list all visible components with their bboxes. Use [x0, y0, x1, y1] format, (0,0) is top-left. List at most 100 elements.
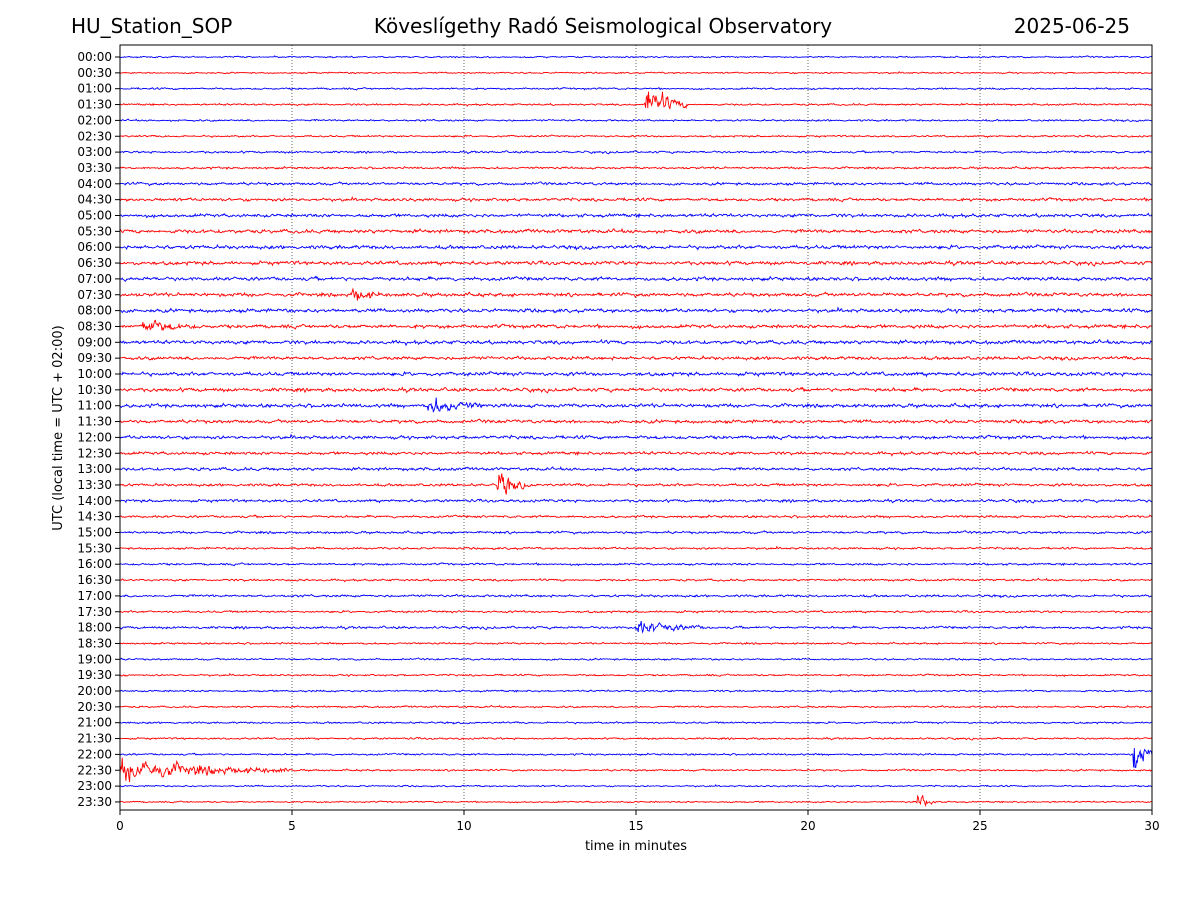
y-tick-label: 20:30 [77, 700, 112, 714]
trace-1800 [119, 621, 1153, 634]
plot-date: 2025-06-25 [1013, 14, 1130, 38]
trace-1900 [119, 657, 1153, 661]
x-tick-label: 20 [800, 819, 815, 833]
y-tick-label: 06:30 [77, 256, 112, 270]
trace-1430 [119, 514, 1153, 519]
trace-1100 [119, 397, 1153, 413]
y-tick-label: 06:00 [77, 240, 112, 254]
x-tick-label: 30 [1144, 819, 1159, 833]
y-tick-label: 10:30 [77, 383, 112, 397]
trace-2200 [119, 747, 1153, 768]
y-tick-label: 22:00 [77, 747, 112, 761]
y-tick-label: 04:00 [77, 177, 112, 191]
y-tick-label: 09:00 [77, 335, 112, 349]
trace-1130 [119, 418, 1153, 425]
trace-1200 [119, 433, 1153, 441]
trace-0700 [119, 275, 1153, 283]
trace-0830 [119, 319, 1153, 331]
grid-lines [291, 45, 981, 810]
trace-1730 [119, 609, 1153, 614]
trace-1400 [119, 498, 1153, 504]
x-tick-label: 5 [288, 819, 296, 833]
trace-1000 [120, 370, 1153, 378]
trace-1500 [119, 530, 1153, 535]
trace-0130 [119, 91, 1153, 110]
y-tick-label: 01:00 [77, 82, 112, 96]
trace-1300 [119, 465, 1153, 472]
y-tick-label: 15:00 [77, 526, 112, 540]
y-tick-label: 19:00 [77, 652, 112, 666]
trace-1330 [119, 473, 1153, 495]
y-tick-label: 12:30 [77, 446, 112, 460]
y-tick-label: 11:30 [77, 415, 112, 429]
y-tick-label: 02:30 [77, 129, 112, 143]
trace-2100 [119, 720, 1153, 725]
y-tick-label: 15:30 [77, 541, 112, 555]
trace-1230 [119, 450, 1153, 457]
x-axis-label: time in minutes [585, 839, 687, 854]
y-tick-label: 18:00 [77, 621, 112, 635]
y-tick-label: 05:00 [77, 209, 112, 223]
y-tick-label: 07:30 [77, 288, 112, 302]
y-tick-label: 19:30 [77, 668, 112, 682]
trace-1830 [119, 641, 1153, 646]
y-tick-label: 04:30 [77, 193, 112, 207]
trace-0730 [119, 287, 1153, 301]
y-tick-label: 08:30 [77, 319, 112, 333]
trace-0500 [119, 212, 1153, 220]
y-tick-label: 22:30 [77, 763, 112, 777]
y-tick-label: 23:30 [77, 795, 112, 809]
trace-0900 [119, 338, 1153, 347]
x-axis: 0 5 10 15 20 25 30 [116, 810, 1160, 833]
trace-0400 [119, 181, 1153, 187]
seismic-traces [119, 55, 1153, 808]
y-tick-label: 17:30 [77, 605, 112, 619]
trace-2130 [119, 736, 1153, 741]
y-tick-label: 14:30 [77, 510, 112, 524]
x-tick-label: 0 [116, 819, 124, 833]
y-tick-label: 10:00 [77, 367, 112, 381]
trace-0030 [120, 70, 1153, 75]
y-tick-label: 08:00 [77, 304, 112, 318]
trace-1930 [119, 672, 1153, 678]
trace-0230 [119, 134, 1153, 139]
y-tick-label: 09:30 [77, 351, 112, 365]
y-tick-label: 05:30 [77, 224, 112, 238]
y-tick-label: 02:00 [77, 113, 112, 127]
y-tick-label: 12:00 [77, 430, 112, 444]
y-tick-label: 07:00 [77, 272, 112, 286]
y-tick-label: 17:00 [77, 589, 112, 603]
trace-0330 [119, 165, 1153, 170]
y-tick-label: 00:00 [77, 50, 112, 64]
trace-1600 [120, 562, 1153, 567]
y-tick-label: 03:30 [77, 161, 112, 175]
trace-0430 [119, 196, 1153, 203]
y-tick-label: 13:30 [77, 478, 112, 492]
y-tick-label: 13:00 [77, 462, 112, 476]
y-tick-label: 20:00 [77, 684, 112, 698]
x-tick-label: 15 [628, 819, 643, 833]
trace-1630 [119, 577, 1153, 583]
trace-0200 [119, 118, 1153, 123]
y-tick-label: 16:30 [77, 573, 112, 587]
y-tick-label: 11:00 [77, 399, 112, 413]
y-tick-label: 14:00 [77, 494, 112, 508]
trace-2230 [119, 757, 1153, 783]
trace-2300 [119, 784, 1153, 788]
trace-2030 [119, 704, 1153, 709]
trace-0930 [119, 355, 1153, 362]
trace-2330 [119, 794, 1153, 808]
trace-0600 [119, 243, 1153, 251]
trace-0000 [119, 55, 1152, 59]
y-tick-label: 03:00 [77, 145, 112, 159]
trace-0800 [119, 306, 1153, 315]
y-tick-label: 01:30 [77, 98, 112, 112]
y-tick-label: 21:00 [77, 716, 112, 730]
observatory-title: Köveslígethy Radó Seismological Observat… [373, 14, 833, 38]
trace-0300 [119, 149, 1153, 155]
y-tick-label: 16:00 [77, 557, 112, 571]
trace-2000 [119, 689, 1153, 694]
y-tick-label: 23:00 [77, 779, 112, 793]
trace-1530 [119, 545, 1153, 551]
